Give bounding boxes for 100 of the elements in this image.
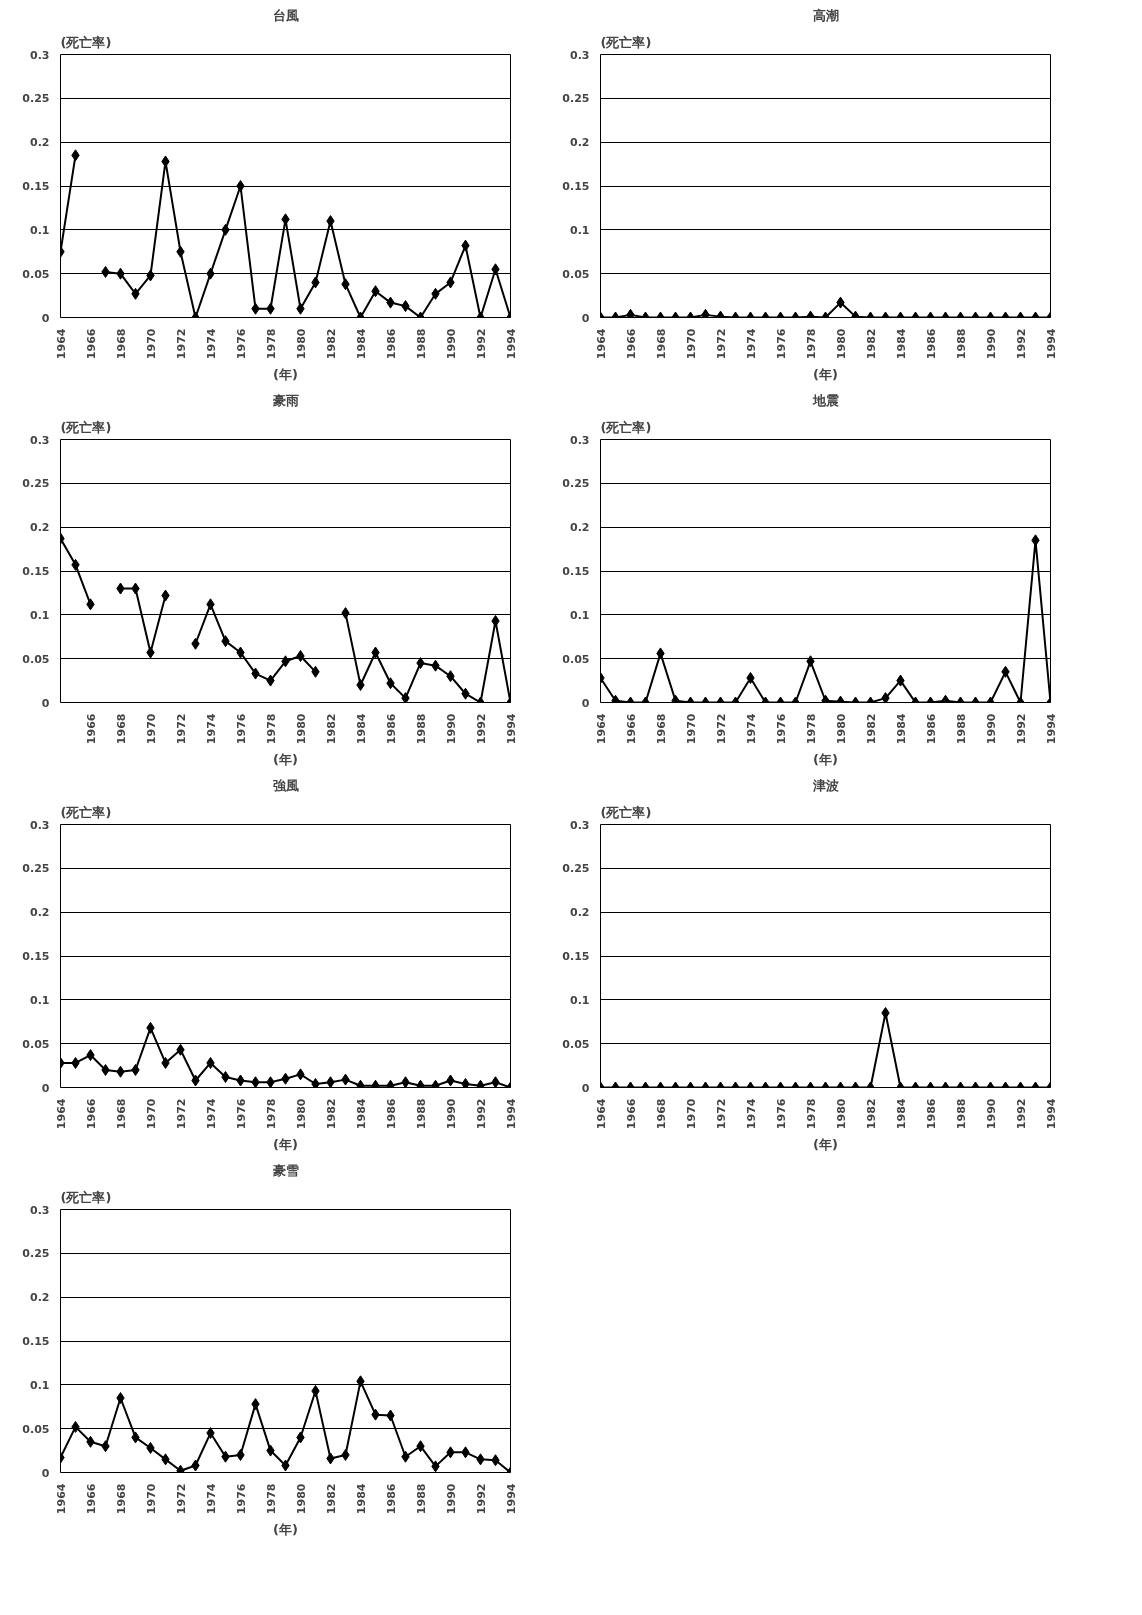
y-tick-label: 0.25 [22, 862, 50, 876]
x-tick-label: 1978 [264, 1098, 278, 1130]
x-tick-label: 1994 [1044, 328, 1058, 360]
x-axis-title: (年) [813, 1137, 838, 1153]
x-tick-label: 1976 [234, 1483, 248, 1515]
chart-title: 豪雪 [271, 1162, 299, 1178]
x-tick-label: 1968 [114, 713, 128, 745]
x-tick-label: 1970 [684, 1098, 698, 1130]
x-tick-label: 1994 [504, 1098, 518, 1130]
x-tick-label: 1976 [234, 328, 248, 360]
x-tick-label: 1986 [924, 328, 938, 360]
x-tick-label: 1980 [294, 713, 308, 745]
x-axis-title: (年) [273, 367, 298, 383]
x-tick-label: 1972 [714, 713, 728, 745]
y-axis-title: (死亡率) [600, 804, 652, 820]
x-tick-label: 1994 [1044, 1098, 1058, 1130]
chart-title: 強風 [272, 777, 299, 793]
x-tick-label: 1976 [234, 713, 248, 745]
x-tick-label: 1972 [174, 328, 188, 360]
x-tick-label: 1970 [144, 1483, 158, 1515]
y-tick-label: 0.3 [30, 433, 50, 447]
y-tick-label: 0.05 [562, 267, 590, 281]
x-tick-label: 1994 [504, 713, 518, 745]
x-tick-label: 1994 [504, 1483, 518, 1515]
x-tick-label: 1984 [894, 1098, 908, 1130]
x-tick-label: 1966 [84, 1483, 98, 1515]
y-tick-label: 0 [41, 696, 50, 710]
y-tick-label: 0.3 [30, 48, 50, 62]
y-tick-label: 0.3 [570, 48, 590, 62]
y-tick-label: 0.05 [22, 1422, 50, 1436]
x-tick-label: 1982 [864, 1098, 878, 1130]
x-tick-label: 1968 [654, 328, 668, 360]
x-tick-label: 1978 [804, 328, 818, 360]
x-tick-label: 1970 [684, 328, 698, 360]
y-tick-label: 0 [41, 1081, 50, 1095]
x-tick-label: 1980 [834, 713, 848, 745]
y-axis-title: (死亡率) [600, 34, 652, 50]
y-axis-title: (死亡率) [60, 804, 112, 820]
y-tick-label: 0.2 [30, 521, 50, 535]
y-tick-label: 0 [41, 311, 50, 325]
y-tick-label: 0.25 [22, 477, 50, 491]
x-tick-label: 1966 [624, 713, 638, 745]
y-tick-label: 0 [581, 311, 590, 325]
x-tick-label: 1964 [54, 1098, 68, 1130]
x-tick-label: 1980 [834, 328, 848, 360]
x-tick-label: 1966 [84, 1098, 98, 1130]
x-tick-label: 1978 [264, 328, 278, 360]
y-tick-label: 0.2 [570, 906, 590, 920]
y-tick-label: 0.1 [30, 608, 50, 622]
x-tick-label: 1978 [264, 713, 278, 745]
y-tick-label: 0.25 [562, 92, 590, 106]
x-tick-label: 1992 [1014, 1098, 1028, 1130]
x-tick-label: 1984 [354, 1098, 368, 1130]
y-tick-label: 0.1 [570, 608, 590, 622]
y-axis-title: (死亡率) [60, 34, 112, 50]
x-tick-label: 1984 [354, 328, 368, 360]
y-tick-label: 0.25 [562, 862, 590, 876]
y-tick-label: 0.2 [30, 136, 50, 150]
x-tick-label: 1990 [444, 328, 458, 360]
y-tick-label: 0.05 [22, 652, 50, 666]
x-tick-label: 1972 [174, 1483, 188, 1515]
x-tick-label: 1968 [114, 328, 128, 360]
x-tick-label: 1964 [54, 328, 68, 360]
x-tick-label: 1986 [924, 713, 938, 745]
y-tick-label: 0.05 [562, 1037, 590, 1051]
y-tick-label: 0.2 [30, 1291, 50, 1305]
y-tick-label: 0.25 [22, 92, 50, 106]
x-tick-label: 1990 [444, 713, 458, 745]
x-tick-label: 1978 [804, 1098, 818, 1130]
x-tick-label: 1986 [384, 1483, 398, 1515]
x-tick-label: 1970 [684, 713, 698, 745]
x-tick-label: 1974 [204, 713, 218, 745]
y-tick-label: 0 [41, 1466, 50, 1480]
x-tick-label: 1992 [474, 328, 488, 360]
x-tick-label: 1992 [474, 713, 488, 745]
x-tick-label: 1974 [744, 713, 758, 745]
x-tick-label: 1968 [654, 713, 668, 745]
y-tick-label: 0.15 [562, 565, 590, 578]
x-tick-label: 1984 [894, 328, 908, 360]
x-tick-label: 1970 [144, 713, 158, 745]
x-axis-title: (年) [273, 1522, 298, 1538]
x-tick-label: 1972 [174, 713, 188, 745]
x-tick-label: 1992 [1014, 328, 1028, 360]
y-tick-label: 0.05 [562, 652, 590, 666]
x-axis-title: (年) [813, 752, 838, 768]
x-axis-title: (年) [273, 1137, 298, 1153]
x-tick-label: 1966 [624, 328, 638, 360]
x-tick-label: 1984 [354, 713, 368, 745]
x-tick-label: 1974 [744, 1098, 758, 1130]
y-tick-label: 0.05 [22, 267, 50, 281]
x-tick-label: 1972 [714, 328, 728, 360]
x-tick-label: 1990 [984, 328, 998, 360]
y-tick-label: 0.15 [22, 180, 50, 193]
x-tick-label: 1988 [414, 1098, 428, 1130]
x-tick-label: 1976 [774, 713, 788, 745]
x-axis-title: (年) [813, 367, 838, 383]
x-tick-label: 1988 [414, 1483, 428, 1515]
chart-title: 津波 [811, 777, 840, 793]
y-tick-label: 0.3 [30, 818, 50, 832]
y-tick-label: 0.25 [562, 477, 590, 491]
